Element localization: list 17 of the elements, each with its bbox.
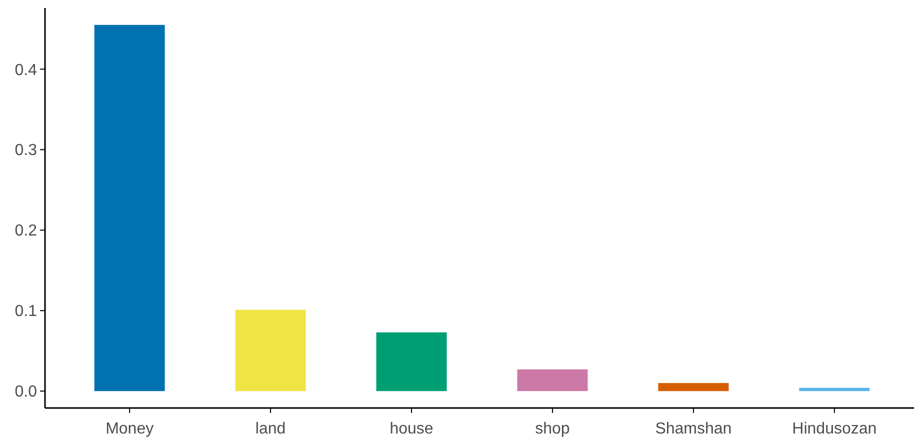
- x-tick-label: Hindusozan: [792, 420, 877, 438]
- bar: [658, 383, 729, 392]
- bar: [517, 369, 588, 392]
- y-tick-label: 0.2: [14, 222, 38, 240]
- x-tick-label: Shamshan: [655, 420, 732, 438]
- bar: [94, 24, 165, 392]
- y-tick-label: 0.0: [14, 384, 38, 401]
- y-tick-label: 0.3: [14, 142, 38, 160]
- x-tick-label: house: [390, 420, 434, 438]
- bar: [376, 332, 447, 392]
- x-tick-label: shop: [535, 420, 570, 438]
- y-tick-label: 0.1: [14, 303, 38, 320]
- bar: [799, 388, 870, 392]
- x-tick-label: Money: [106, 420, 154, 438]
- bar: [235, 310, 306, 392]
- x-tick-label: land: [255, 420, 286, 438]
- y-tick-label: 0.4: [14, 62, 38, 79]
